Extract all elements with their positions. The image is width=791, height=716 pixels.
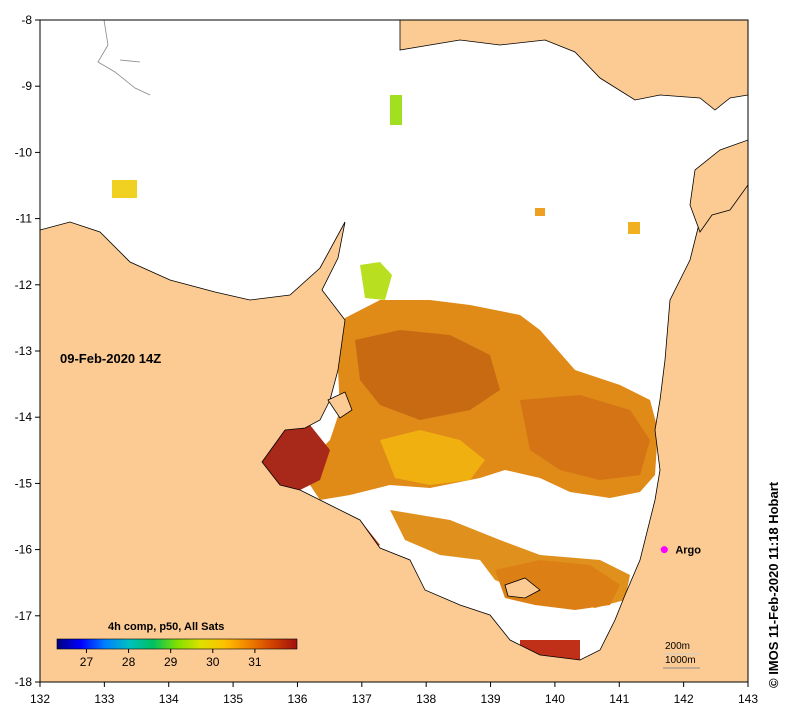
land: [40, 20, 748, 682]
x-tick-label: 134: [159, 692, 179, 706]
y-tick-label: -15: [15, 476, 33, 490]
contour-1000m-label: 1000m: [665, 655, 696, 666]
colorbar-tick-label: 31: [248, 655, 262, 669]
sst-region-north-green: [360, 262, 392, 300]
sst-patch-north: [390, 95, 402, 125]
land-mornington: [504, 577, 541, 599]
y-tick-label: -16: [15, 543, 33, 557]
colorbar: 4h comp, p50, All Sats 27 28 29 30 31: [56, 621, 298, 669]
colorbar-title: 4h comp, p50, All Sats: [108, 621, 224, 633]
sst-patch-east: [535, 208, 545, 216]
y-tick-label: -17: [15, 609, 33, 623]
credit-text: © IMOS 11-Feb-2020 11:18 Hobart: [766, 481, 781, 688]
y-tick-label: -13: [15, 344, 33, 358]
x-tick-label: 138: [416, 692, 436, 706]
x-tick-label: 139: [481, 692, 501, 706]
y-tick-label: -18: [15, 675, 33, 689]
argo-float-icon: [660, 546, 668, 554]
sst-region-east: [520, 395, 650, 480]
y-tick-label: -12: [15, 278, 33, 292]
contour-legend: 200m 1000m: [663, 641, 700, 669]
sst-region-coast-hot: [262, 425, 330, 490]
x-tick-label: 141: [609, 692, 629, 706]
x-tick-label: 136: [287, 692, 307, 706]
x-tick-label: 140: [545, 692, 565, 706]
x-tick-label: 142: [674, 692, 694, 706]
x-tick-label: 135: [223, 692, 243, 706]
y-tick-label: -9: [21, 79, 32, 93]
y-tick-label: -11: [16, 212, 33, 226]
argo-label: Argo: [675, 545, 701, 557]
timestamp-label: 09-Feb-2020 14Z: [60, 351, 161, 366]
colorbar-tick-label: 29: [164, 655, 178, 669]
x-tick-label: 133: [94, 692, 114, 706]
colorbar-bar: [56, 638, 298, 650]
x-tick-label: 132: [30, 692, 50, 706]
sst-patch-east2: [628, 222, 640, 234]
sst-region-yellow: [380, 430, 485, 485]
colorbar-tick-label: 28: [122, 655, 136, 669]
land-australia: [40, 184, 748, 682]
y-tick-label: -10: [15, 145, 33, 159]
y-axis: -8 -9 -10 -11 -12 -13 -14 -15 -16 -17 -18: [15, 13, 40, 689]
land-cape-york: [689, 139, 748, 233]
x-tick-label: 137: [352, 692, 372, 706]
plot-area: [40, 20, 748, 682]
y-tick-label: -14: [15, 410, 33, 424]
sst-region-darker: [355, 330, 500, 420]
argo-marker: Argo: [660, 545, 701, 557]
colorbar-tick-label: 30: [206, 655, 220, 669]
colorbar-ticks: 27 28 29 30 31: [80, 649, 262, 669]
colorbar-tick-label: 27: [80, 655, 94, 669]
sst-patch-west: [112, 180, 137, 198]
land-new-guinea: [399, 20, 748, 111]
island-outline: [97, 20, 151, 96]
y-tick-label: -8: [21, 13, 32, 27]
groote-outline: [327, 391, 353, 419]
contour-200m-label: 200m: [665, 641, 690, 652]
x-axis: 132 133 134 135 136 137 138 139 140 141 142 143: [30, 682, 758, 706]
x-tick-label: 143: [738, 692, 758, 706]
